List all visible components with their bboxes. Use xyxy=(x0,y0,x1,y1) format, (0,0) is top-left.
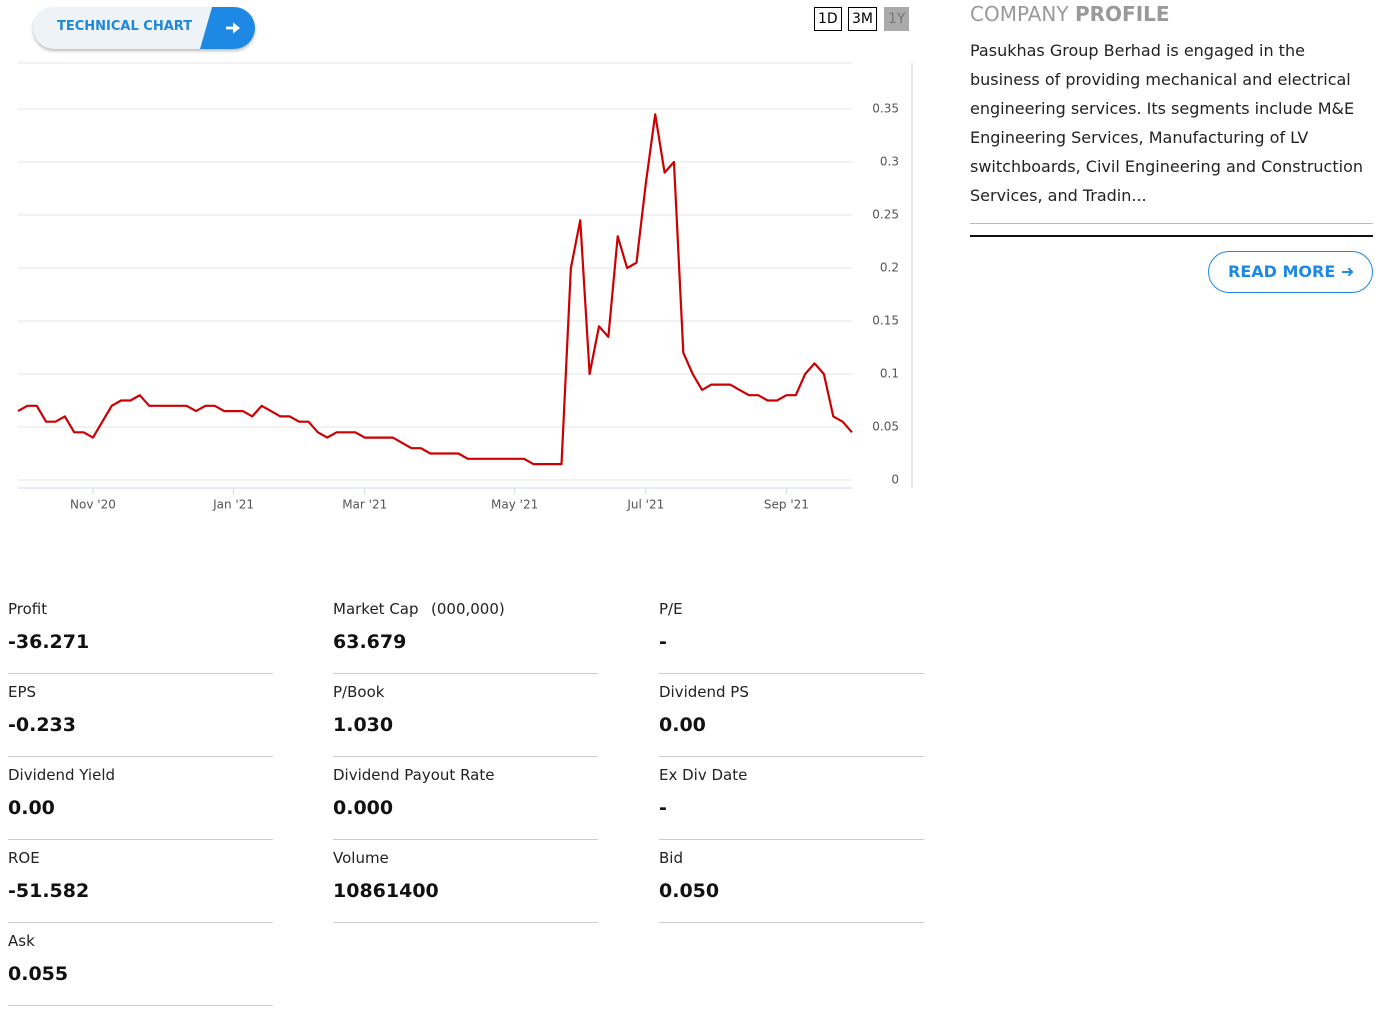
range-button[interactable]: 3M xyxy=(848,7,877,31)
stat-value: -51.582 xyxy=(8,880,90,902)
divider xyxy=(8,756,273,757)
stat-value: -0.233 xyxy=(8,714,76,736)
arrow-icon: ➜ xyxy=(1340,262,1355,281)
stat-value: -36.271 xyxy=(8,631,90,653)
divider xyxy=(8,839,273,840)
stat-value: 63.679 xyxy=(333,631,407,653)
title-bold: PROFILE xyxy=(1074,2,1170,26)
y-tick-label: 0.05 xyxy=(872,420,899,434)
stat-value: 0.050 xyxy=(659,880,720,902)
divider xyxy=(659,756,924,757)
profile-title: COMPANY PROFILE xyxy=(970,2,1170,26)
stat-label: EPS xyxy=(8,683,37,701)
x-tick-label: Jan '21 xyxy=(212,498,254,512)
x-tick-label: May '21 xyxy=(491,498,538,512)
stat-value: 0.055 xyxy=(8,963,69,985)
divider xyxy=(8,1005,273,1006)
range-button[interactable]: 1D xyxy=(814,7,842,31)
stat-value: 10861400 xyxy=(333,880,439,902)
price-line xyxy=(17,113,853,466)
divider xyxy=(333,922,598,923)
divider xyxy=(659,673,924,674)
x-tick-label: Sep '21 xyxy=(764,498,809,512)
divider xyxy=(659,839,924,840)
stat-label: P/E xyxy=(659,600,683,618)
y-tick-label: 0.15 xyxy=(872,314,899,328)
range-button[interactable]: 1Y xyxy=(884,7,910,31)
button-label: TECHNICAL CHART xyxy=(57,19,193,34)
stat-label: Volume xyxy=(333,849,389,867)
stat-value: 0.00 xyxy=(8,797,55,819)
divider xyxy=(333,756,598,757)
stat-value: 1.030 xyxy=(333,714,394,736)
x-tick-label: Jul '21 xyxy=(626,498,664,512)
divider xyxy=(333,839,598,840)
stat-label: Dividend Yield xyxy=(8,766,116,784)
chart: 0 0.05 0.1 0.15 0.2 0.25 0.3 0.35 Nov '20 Jan '21… xyxy=(17,62,913,512)
y-tick-label: 0.2 xyxy=(880,261,899,275)
profile-description: Pasukhas Group Berhad is engaged in the … xyxy=(970,41,1363,205)
divider xyxy=(659,922,924,923)
technical-chart-button[interactable]: TECHNICAL CHART xyxy=(33,7,255,49)
divider xyxy=(970,235,1373,237)
stat-label: ROE xyxy=(8,849,40,867)
stat-label: Ask xyxy=(8,932,35,950)
y-tick-label: 0.25 xyxy=(872,208,899,222)
y-tick-label: 0.1 xyxy=(880,367,899,381)
stat-label: Profit xyxy=(8,600,48,618)
stat-unit: (000,000) xyxy=(431,600,505,618)
divider xyxy=(8,922,273,923)
x-tick-label: Nov '20 xyxy=(70,498,116,512)
stat-label: Bid xyxy=(659,849,683,867)
stat-label: Dividend PS xyxy=(659,683,749,701)
stat-label: Ex Div Date xyxy=(659,766,748,784)
y-tick-label: 0.3 xyxy=(880,155,899,169)
x-tick-label: Mar '21 xyxy=(342,498,387,512)
y-tick-label: 0 xyxy=(891,473,899,487)
divider xyxy=(333,673,598,674)
stat-value: - xyxy=(659,631,667,653)
stat-label: P/Book xyxy=(333,683,385,701)
button-label: READ MORE xyxy=(1228,262,1336,281)
divider xyxy=(970,223,1373,224)
stat-value: 0.00 xyxy=(659,714,706,736)
divider xyxy=(8,673,273,674)
y-tick-label: 0.35 xyxy=(872,102,899,116)
stat-value: 0.000 xyxy=(333,797,394,819)
read-more-button[interactable]: READ MORE ➜ xyxy=(1208,251,1373,293)
stat-label: Market Cap xyxy=(333,600,419,618)
title-light: COMPANY xyxy=(970,2,1069,26)
stat-label: Dividend Payout Rate xyxy=(333,766,495,784)
stat-value: - xyxy=(659,797,667,819)
